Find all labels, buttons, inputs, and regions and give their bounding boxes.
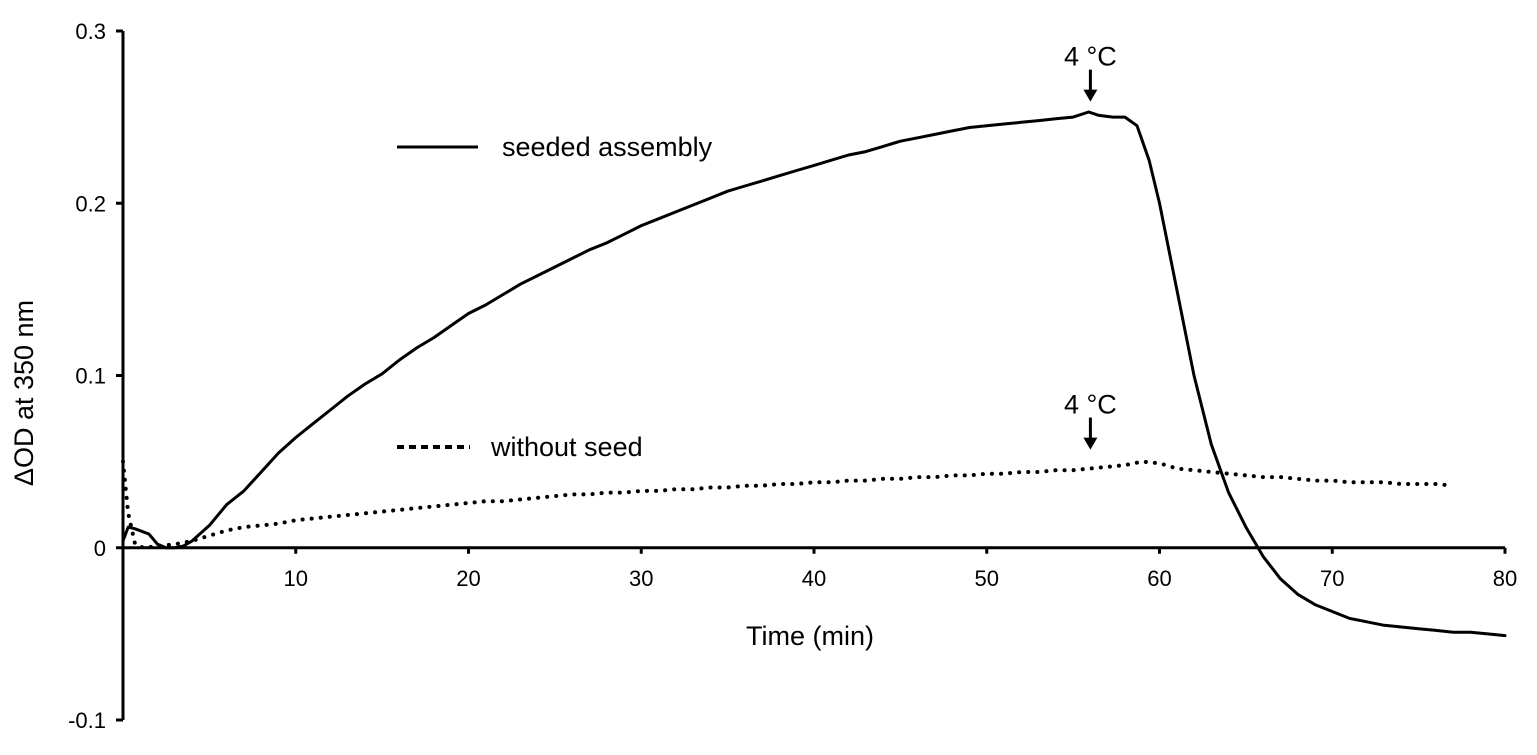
- down-arrow-icon-head: [1083, 89, 1098, 102]
- annotation-label: 4 °C: [1064, 42, 1117, 72]
- series-layer: [121, 110, 1507, 638]
- down-arrow-icon-head: [1083, 437, 1098, 450]
- annotations: 4 °C 4 °C: [1064, 42, 1117, 450]
- series-line-without-seed: [121, 459, 1456, 550]
- y-tick-label: 0.3: [75, 19, 106, 44]
- series-line-seeded-assembly: [121, 110, 1507, 638]
- annotation-label: 4 °C: [1064, 390, 1117, 420]
- y-tick-label: -0.1: [68, 708, 106, 733]
- x-tick-label: 50: [975, 566, 999, 591]
- y-tick-label: 0.2: [75, 191, 106, 216]
- y-axis-title: ΔOD at 350 nm: [9, 300, 39, 486]
- x-tick-label: 80: [1493, 566, 1517, 591]
- x-tick-label: 70: [1320, 566, 1344, 591]
- x-tick-label: 10: [284, 566, 308, 591]
- legend-label: without seed: [490, 432, 643, 462]
- y-tick-label: 0: [94, 536, 106, 561]
- x-tick-label: 30: [629, 566, 653, 591]
- axes: [121, 31, 1505, 720]
- legend: seeded assembly without seed: [397, 132, 713, 462]
- x-tick-label: 20: [456, 566, 480, 591]
- x-axis-title: Time (min): [746, 621, 874, 651]
- y-tick-label: 0.1: [75, 364, 106, 389]
- x-tick-label: 40: [802, 566, 826, 591]
- x-tick-label: 60: [1147, 566, 1171, 591]
- legend-label: seeded assembly: [502, 132, 713, 162]
- ticks: -0.1 0 0.1 0.2 0.3 10 20 30 40 50 60 70 80: [68, 19, 1517, 733]
